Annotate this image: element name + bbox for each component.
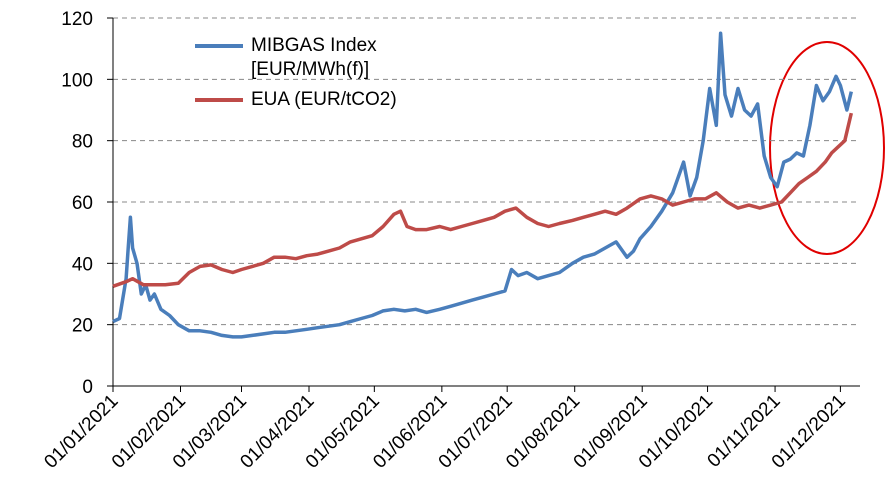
y-tick-label: 120 [61, 9, 93, 30]
y-tick-label: 100 [61, 70, 93, 91]
y-tick-label: 0 [82, 377, 93, 398]
legend-item: EUA (EUR/tCO2) [195, 88, 451, 112]
highlight-ellipse [769, 41, 885, 255]
y-tick-label: 40 [72, 254, 93, 275]
y-tick-label: 80 [72, 132, 93, 153]
y-tick-label: 60 [72, 193, 93, 214]
legend-swatch [195, 98, 243, 102]
line-series [112, 31, 854, 339]
legend-swatch [195, 44, 243, 48]
legend-label: EUA (EUR/tCO2) [251, 89, 397, 110]
legend: MIBGAS Index [EUR/MWh(f)] EUA (EUR/tCO2) [195, 34, 451, 118]
legend-label: MIBGAS Index [EUR/MWh(f)] [251, 35, 377, 80]
y-tick-label: 20 [72, 316, 93, 337]
legend-item: MIBGAS Index [EUR/MWh(f)] [195, 34, 451, 82]
line-series [112, 112, 854, 288]
